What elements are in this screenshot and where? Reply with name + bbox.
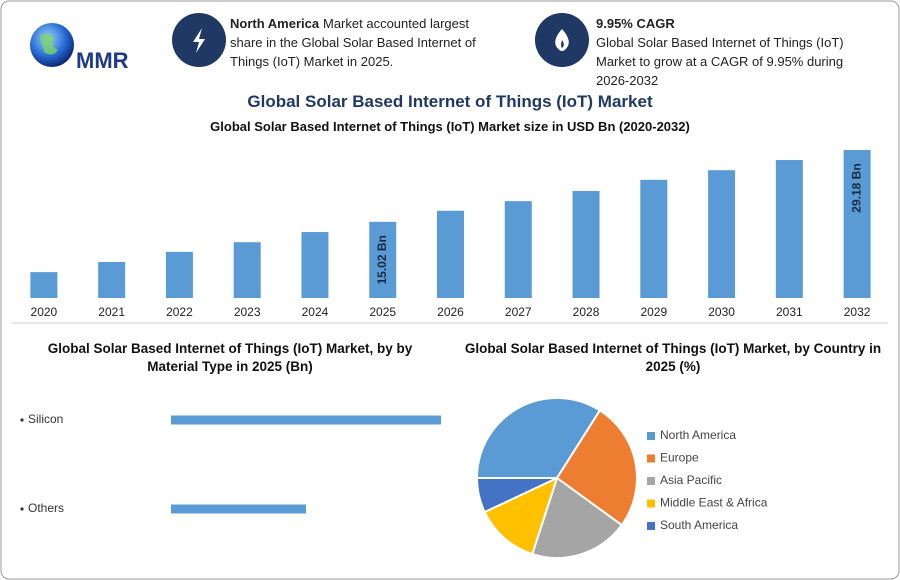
legend-swatch [647, 432, 655, 440]
x-tick-label: 2030 [708, 305, 735, 319]
logo-text: MMR [76, 48, 129, 73]
bar [504, 201, 532, 298]
bar [843, 150, 871, 298]
legend-swatch [647, 454, 655, 463]
x-tick-label: 2020 [31, 305, 58, 319]
x-tick-label: 2024 [302, 305, 329, 319]
highlight-text: Market accounted largest share in the Gl… [230, 16, 476, 69]
bullet [20, 507, 24, 511]
highlight-text: Global Solar Based Internet of Things (I… [596, 35, 844, 88]
x-tick-label: 2021 [98, 305, 125, 319]
bar [171, 415, 441, 425]
x-tick-label: 2027 [505, 305, 532, 319]
bar [708, 170, 736, 298]
x-tick-label: 2022 [166, 305, 193, 319]
legend-swatch [647, 499, 655, 508]
category-label: Others [28, 501, 64, 515]
bar [98, 261, 126, 298]
legend-label: Middle East & Africa [660, 496, 768, 510]
legend-swatch [647, 477, 655, 485]
legend-label: North America [660, 428, 736, 442]
x-tick-label: 2025 [369, 305, 396, 319]
chart-title: Global Solar Based Internet of Things (I… [210, 119, 690, 134]
legend-label: Europe [660, 451, 699, 465]
bar [233, 242, 261, 298]
pie-slice [531, 476, 624, 559]
bolt-icon [193, 28, 205, 53]
legend-label: South America [660, 518, 738, 532]
flame-icon [555, 29, 569, 51]
logo-land [40, 33, 58, 55]
category-label: Silicon [28, 412, 63, 426]
value-label: 15.02 Bn [375, 235, 389, 284]
pie-slice [483, 476, 559, 556]
bar [369, 221, 397, 298]
x-tick-label: 2031 [776, 305, 803, 319]
highlight-bold: 9.95% CAGR [596, 16, 675, 31]
bar [775, 160, 803, 298]
chart-title: Global Solar Based Internet of Things (I… [464, 341, 882, 374]
bar [301, 232, 329, 298]
x-tick-label: 2026 [437, 305, 464, 319]
value-label: 29.18 Bn [849, 163, 863, 212]
highlight: North America Market accounted largest sh… [230, 14, 505, 71]
legend-swatch [647, 522, 655, 530]
x-tick-label: 2023 [234, 305, 261, 319]
pie-slice [475, 477, 558, 514]
main-title: Global Solar Based Internet of Things (I… [247, 92, 653, 111]
x-tick-label: 2032 [844, 305, 871, 319]
x-tick-label: 2028 [573, 305, 600, 319]
bar [437, 210, 464, 298]
bar [165, 251, 193, 298]
bar [30, 272, 58, 298]
x-tick-label: 2029 [640, 305, 667, 319]
pie-slice [555, 409, 638, 527]
highlight: 9.95% CAGR Global Solar Based Internet of… [596, 14, 871, 90]
chart-title: Global Solar Based Internet of Things (I… [47, 341, 413, 374]
highlight-bold: North America [230, 16, 320, 31]
bar [572, 190, 600, 298]
bar [640, 179, 668, 298]
bar [171, 504, 306, 514]
legend-label: Asia Pacific [660, 473, 722, 487]
bullet [20, 418, 24, 422]
